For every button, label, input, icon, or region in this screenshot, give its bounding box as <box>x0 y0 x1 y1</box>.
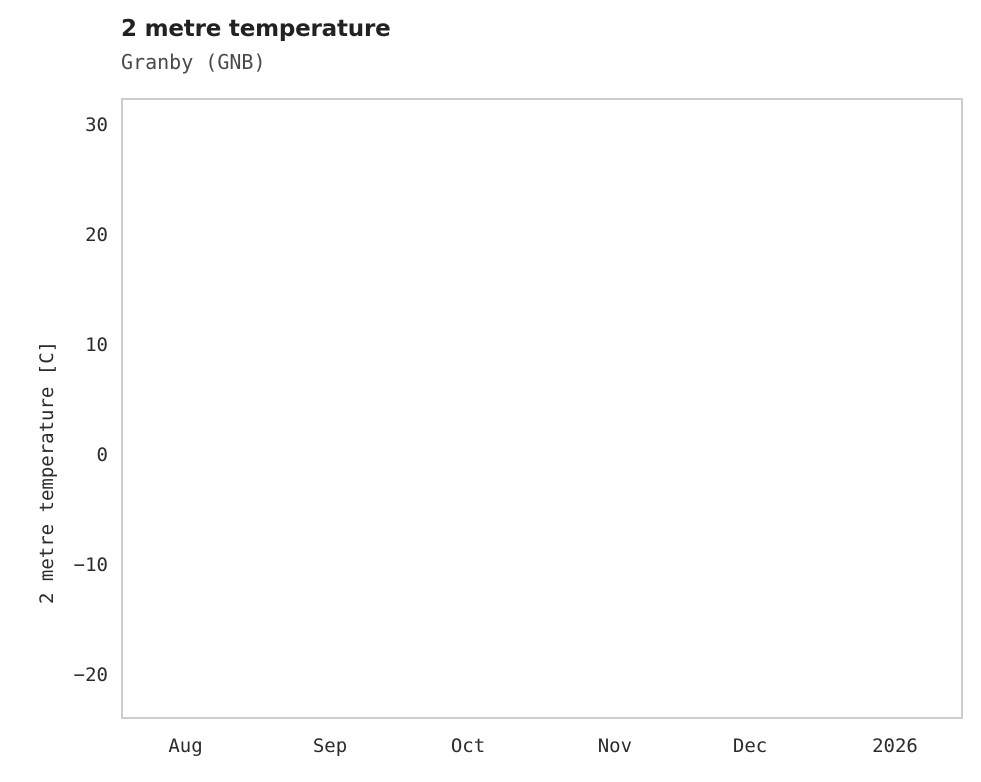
y-axis-label: 2 metre temperature [C] <box>36 340 58 604</box>
y-tick-label: 30 <box>85 114 108 137</box>
y-tick-label: 0 <box>96 444 108 467</box>
y-tick-label: −10 <box>73 554 108 577</box>
x-tick-label: Nov <box>597 735 633 757</box>
x-tick-label: Sep <box>312 735 348 757</box>
plot-frame <box>121 98 963 719</box>
chart-subtitle: Granby (GNB) <box>121 50 266 74</box>
x-tick-label: 2026 <box>872 735 918 757</box>
x-tick-label: Dec <box>732 735 768 757</box>
x-tick-label: Aug <box>168 735 203 757</box>
y-tick-label: 20 <box>85 224 108 247</box>
y-tick-label: 10 <box>85 334 108 357</box>
x-tick-label: Oct <box>450 735 486 757</box>
chart-title: 2 metre temperature <box>121 16 391 42</box>
y-tick-label: −20 <box>73 664 108 687</box>
